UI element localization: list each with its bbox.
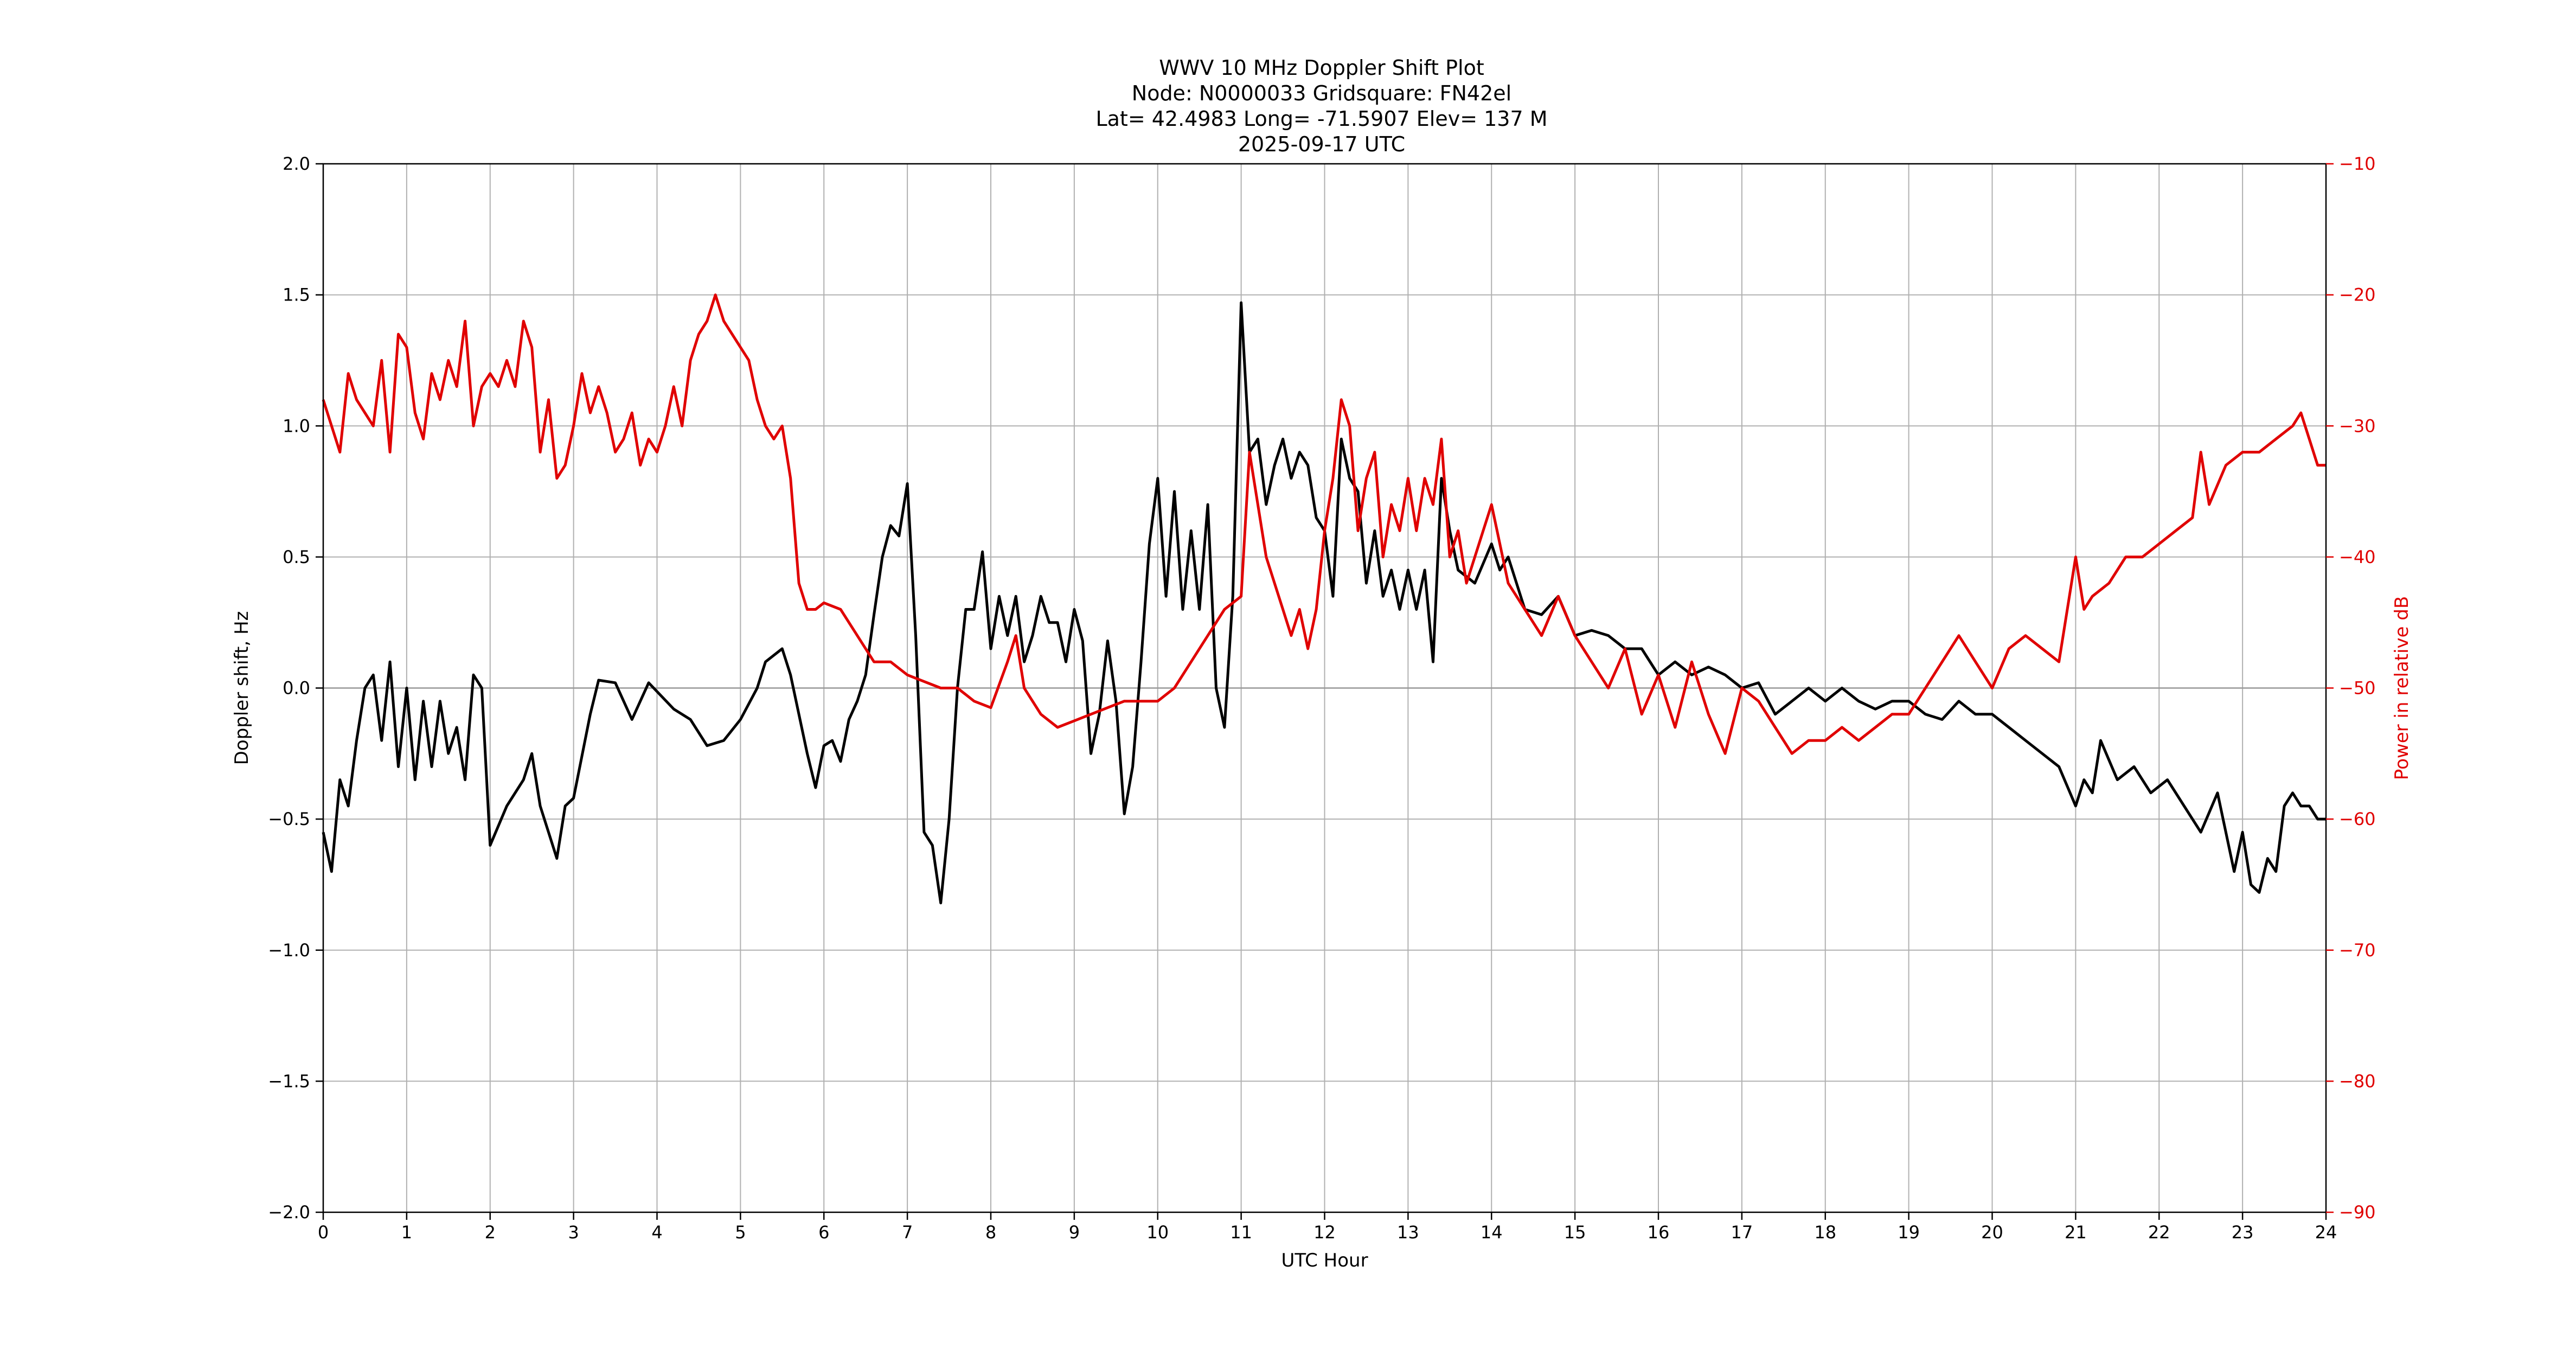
x-tick-label: 13: [1397, 1222, 1419, 1243]
x-axis: 0 1 2 3 4 5 6 7 8 9 10 11 12 13 14 15 16 17 18 19 20 21 22 23 24: [318, 1212, 2337, 1243]
x-tick-label: 1: [401, 1222, 412, 1243]
chart-title: WWV 10 MHz Doppler Shift Plot Node: N000…: [1095, 56, 1547, 156]
x-tick-label: 24: [2315, 1222, 2337, 1243]
y-right-tick-label: −40: [2339, 547, 2376, 567]
x-tick-label: 19: [1898, 1222, 1920, 1243]
x-tick-label: 23: [2232, 1222, 2254, 1243]
y-left-tick-label: −1.0: [268, 940, 310, 961]
y-right-tick-label: −90: [2339, 1202, 2376, 1223]
y-right-tick-label: −70: [2339, 940, 2376, 961]
y-right-tick-label: −60: [2339, 809, 2376, 829]
x-tick-label: 18: [1814, 1222, 1836, 1243]
doppler-shift-line: [322, 301, 2326, 905]
x-tick-label: 3: [568, 1222, 579, 1243]
x-tick-label: 6: [818, 1222, 829, 1243]
x-tick-label: 10: [1146, 1222, 1169, 1243]
y-axis-left-label: Doppler shift, Hz: [231, 611, 253, 765]
title-line: Lat= 42.4983 Long= -71.5907 Elev= 137 M: [1095, 107, 1547, 131]
x-tick-label: 17: [1731, 1222, 1753, 1243]
series-group: [322, 293, 2326, 905]
y-left-tick-label: −2.0: [268, 1202, 310, 1223]
x-tick-label: 16: [1648, 1222, 1670, 1243]
x-tick-label: 9: [1069, 1222, 1080, 1243]
x-tick-label: 5: [735, 1222, 746, 1243]
power-line: [322, 293, 2326, 755]
x-tick-label: 11: [1230, 1222, 1252, 1243]
y-right-tick-label: −10: [2339, 153, 2376, 174]
y-left-tick-label: −0.5: [268, 809, 310, 829]
x-tick-label: 14: [1481, 1222, 1503, 1243]
x-tick-label: 4: [651, 1222, 662, 1243]
x-tick-label: 15: [1564, 1222, 1586, 1243]
y-left-tick-label: 0.0: [283, 678, 310, 699]
title-line: Node: N0000033 Gridsquare: FN42el: [1132, 81, 1511, 105]
y-left-tick-label: 0.5: [283, 547, 310, 567]
x-tick-label: 21: [2065, 1222, 2087, 1243]
x-tick-label: 2: [485, 1222, 496, 1243]
y-right-tick-label: −30: [2339, 415, 2376, 436]
x-tick-label: 12: [1313, 1222, 1336, 1243]
y-right-tick-label: −50: [2339, 678, 2376, 699]
y-axis-right: −10 −20 −30 −40 −50 −60 −70 −80 −90: [2326, 153, 2376, 1223]
y-axis-left: 2.0 1.5 1.0 0.5 0.0 −0.5 −1.0 −1.5 −2.0: [268, 153, 323, 1223]
x-tick-label: 7: [902, 1222, 913, 1243]
y-right-tick-label: −20: [2339, 285, 2376, 305]
y-axis-right-label: Power in relative dB: [2391, 596, 2413, 780]
x-tick-label: 8: [985, 1222, 996, 1243]
title-line: WWV 10 MHz Doppler Shift Plot: [1159, 56, 1484, 80]
x-tick-label: 22: [2148, 1222, 2170, 1243]
y-left-tick-label: 1.5: [283, 285, 310, 305]
x-tick-label: 0: [318, 1222, 329, 1243]
title-line: 2025-09-17 UTC: [1238, 132, 1405, 156]
y-left-tick-label: −1.5: [268, 1071, 310, 1091]
y-left-tick-label: 1.0: [283, 415, 310, 436]
x-axis-label: UTC Hour: [1281, 1250, 1368, 1271]
y-left-tick-label: 2.0: [283, 153, 310, 174]
x-tick-label: 20: [1981, 1222, 2003, 1243]
y-right-tick-label: −80: [2339, 1071, 2376, 1091]
